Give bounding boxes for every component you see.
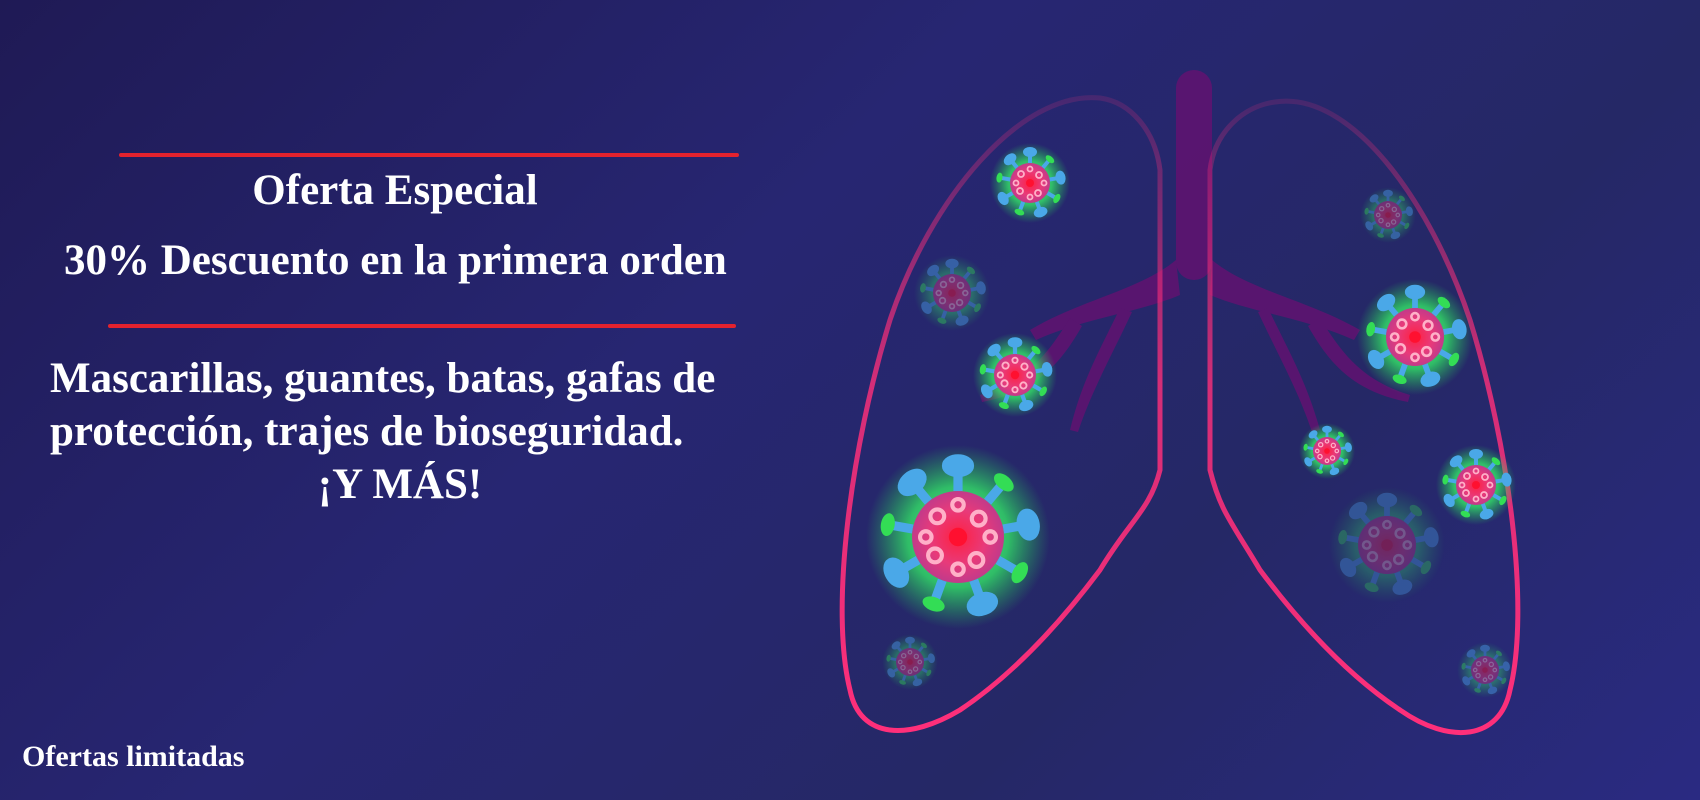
products-line-3: ¡Y MÁS! (317, 461, 483, 508)
top-divider (119, 153, 739, 157)
discount-text: 30% Descuento en la primera orden (64, 237, 727, 284)
products-line-2: protección, trajes de bioseguridad. (50, 408, 684, 455)
right-lung-outline (1207, 98, 1521, 735)
products-text: Mascarillas, guantes, batas, gafas de pr… (50, 352, 810, 511)
lungs-illustration (839, 70, 1521, 735)
offer-title: Oferta Especial (252, 167, 538, 214)
trachea-shape (980, 70, 1410, 432)
middle-divider (108, 324, 736, 328)
limited-offers-note: Ofertas limitadas (22, 740, 245, 773)
left-lung-outline (839, 95, 1163, 733)
products-line-1: Mascarillas, guantes, batas, gafas de (50, 355, 716, 402)
